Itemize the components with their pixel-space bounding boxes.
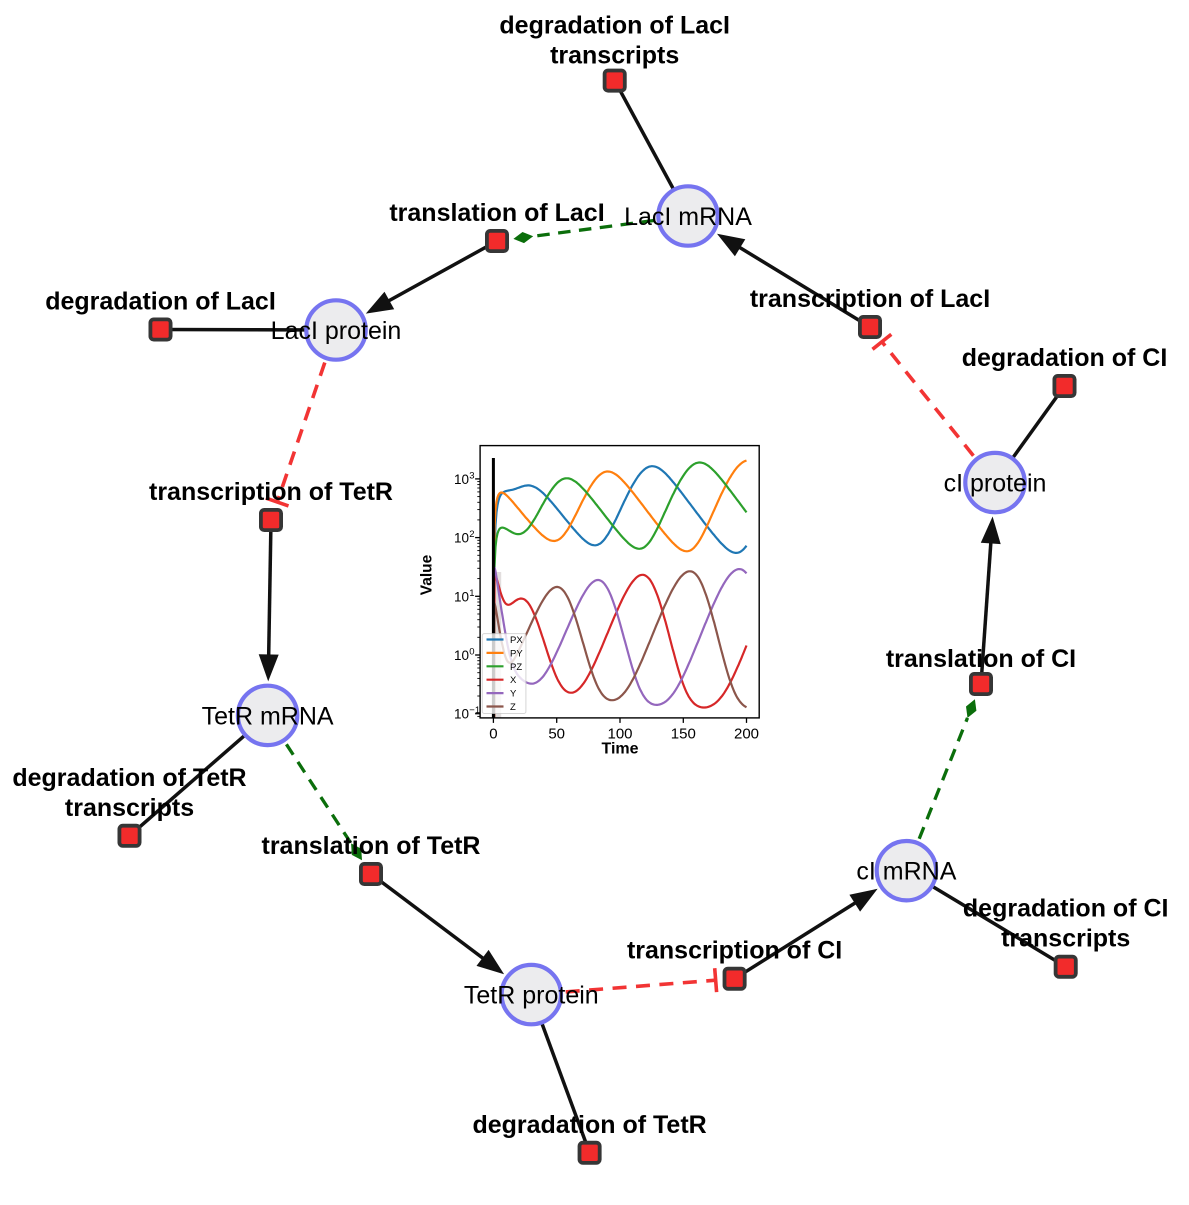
svg-text:10: 10 (454, 648, 469, 663)
svg-text:transcription of CI: transcription of CI (627, 937, 842, 965)
svg-text:100: 100 (607, 726, 632, 743)
svg-text:10: 10 (454, 531, 469, 546)
svg-text:LacI protein: LacI protein (271, 317, 402, 345)
svg-text:0: 0 (469, 647, 474, 658)
svg-text:cI mRNA: cI mRNA (856, 858, 956, 886)
svg-text:2: 2 (469, 529, 474, 540)
svg-text:cI protein: cI protein (944, 470, 1047, 498)
svg-text:Time: Time (601, 740, 638, 757)
svg-text:degradation of TetR: degradation of TetR (12, 764, 246, 792)
svg-text:LacI mRNA: LacI mRNA (624, 203, 752, 231)
svg-text:50: 50 (548, 726, 565, 743)
svg-text:degradation of CI: degradation of CI (963, 895, 1169, 923)
svg-text:degradation of LacI: degradation of LacI (45, 288, 276, 316)
svg-text:translation of TetR: translation of TetR (262, 832, 481, 860)
svg-text:transcripts: transcripts (550, 42, 679, 70)
svg-text:TetR protein: TetR protein (464, 982, 599, 1010)
svg-text:PY: PY (510, 648, 523, 659)
svg-text:X: X (510, 675, 517, 686)
svg-text:transcripts: transcripts (65, 794, 194, 822)
svg-text:10: 10 (454, 472, 469, 487)
svg-text:150: 150 (671, 726, 696, 743)
svg-text:translation of LacI: translation of LacI (389, 199, 604, 227)
svg-text:PX: PX (510, 635, 523, 646)
svg-text:1: 1 (469, 588, 474, 599)
svg-text:degradation of TetR: degradation of TetR (472, 1111, 706, 1139)
svg-text:Value: Value (419, 554, 436, 595)
svg-text:TetR mRNA: TetR mRNA (202, 702, 334, 730)
svg-text:10: 10 (454, 707, 469, 722)
svg-text:transcription of TetR: transcription of TetR (149, 478, 393, 506)
svg-text:Z: Z (510, 702, 516, 713)
svg-text:Y: Y (510, 689, 517, 700)
svg-text:−1: −1 (469, 705, 480, 716)
svg-text:0: 0 (489, 726, 497, 743)
svg-text:200: 200 (734, 726, 759, 743)
svg-text:degradation of CI: degradation of CI (962, 344, 1168, 372)
svg-text:transcripts: transcripts (1001, 925, 1130, 953)
svg-text:3: 3 (469, 470, 474, 481)
svg-text:PZ: PZ (510, 662, 522, 673)
svg-text:transcription of LacI: transcription of LacI (750, 285, 990, 313)
svg-text:translation of CI: translation of CI (886, 645, 1076, 673)
svg-text:degradation of LacI: degradation of LacI (499, 12, 730, 40)
svg-text:10: 10 (454, 589, 469, 604)
